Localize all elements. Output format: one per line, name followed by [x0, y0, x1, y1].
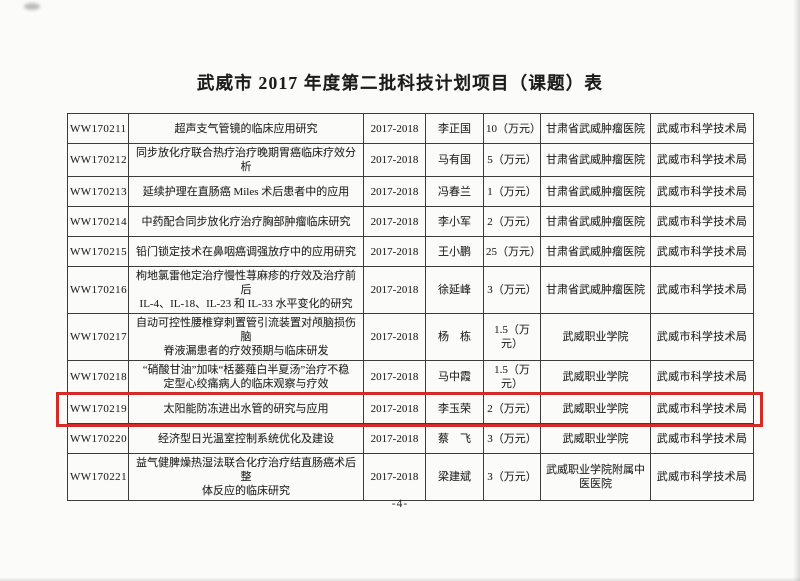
table-row: WW170219 太阳能防冻进出水管的研究与应用 2017-2018 李玉荣 2…: [67, 393, 754, 424]
cell-project-name: 自动可控性腰椎穿刺置管引流装置对颅脑损伤脑 脊液漏患者的疗效预期与临床研发: [128, 313, 364, 361]
cell-department: 武威市科学技术局: [650, 113, 754, 144]
table-row: WW170212 同步放化疗联合热疗治疗晚期胃癌临床疗效分析 2017-2018…: [67, 143, 754, 177]
cell-period: 2017-2018: [363, 113, 426, 144]
cell-project-name: 中药配合同步放化疗治疗胸部肿瘤临床研究: [128, 206, 364, 237]
cell-department: 武威市科学技术局: [650, 176, 754, 207]
cell-project-name: 铅门锁定技术在鼻咽癌调强放疗中的应用研究: [128, 236, 364, 267]
cell-project-id: WW170217: [67, 313, 129, 361]
cell-leader: 徐延峰: [425, 266, 484, 314]
cell-period: 2017-2018: [363, 266, 426, 314]
table-row: WW170217 自动可控性腰椎穿刺置管引流装置对颅脑损伤脑 脊液漏患者的疗效预…: [67, 313, 754, 361]
scan-artifact: [24, 3, 40, 10]
cell-project-id: WW170212: [67, 143, 129, 177]
cell-institution: 甘肃省武威肿瘤医院: [540, 113, 651, 144]
cell-project-id: WW170220: [67, 423, 129, 454]
cell-funds: 3（万元）: [483, 423, 541, 454]
cell-funds: 10（万元）: [483, 113, 541, 144]
cell-department: 武威市科学技术局: [650, 236, 754, 267]
cell-funds: 2（万元）: [483, 393, 541, 424]
cell-funds: 3（万元）: [483, 453, 541, 501]
cell-institution: 武威职业学院: [540, 423, 651, 454]
table-row: WW170216 枸地氯雷他定治疗慢性荨麻疹的疗效及治疗前后 IL-4、IL-1…: [67, 266, 754, 314]
cell-period: 2017-2018: [363, 176, 426, 207]
cell-leader: 冯春兰: [425, 176, 484, 207]
cell-leader: 李玉荣: [425, 393, 484, 424]
table-row: WW170221 益气健脾燥热湿法联合化疗治疗结直肠癌术后整 体反应的临床研究 …: [67, 453, 754, 501]
cell-institution: 甘肃省武威肿瘤医院: [540, 236, 651, 267]
cell-department: 武威市科学技术局: [650, 393, 754, 424]
cell-project-name: 枸地氯雷他定治疗慢性荨麻疹的疗效及治疗前后 IL-4、IL-18、IL-23 和…: [128, 266, 364, 314]
cell-institution: 甘肃省武威肿瘤医院: [540, 206, 651, 237]
table-row: WW170214 中药配合同步放化疗治疗胸部肿瘤临床研究 2017-2018 李…: [67, 206, 754, 237]
cell-institution: 武威职业学院: [540, 360, 651, 394]
cell-project-name: 同步放化疗联合热疗治疗晚期胃癌临床疗效分析: [128, 143, 364, 177]
projects-table: WW170211 超声支气管镜的临床应用研究 2017-2018 李正国 10（…: [67, 113, 754, 501]
cell-leader: 李正国: [425, 113, 484, 144]
cell-period: 2017-2018: [363, 453, 426, 501]
cell-department: 武威市科学技术局: [650, 360, 754, 394]
cell-department: 武威市科学技术局: [650, 143, 754, 177]
cell-leader: 梁建斌: [425, 453, 484, 501]
cell-funds: 1.5（万 元）: [483, 360, 541, 394]
cell-project-id: WW170213: [67, 176, 129, 207]
table-row: WW170213 延续护理在直肠癌 Miles 术后患者中的应用 2017-20…: [67, 176, 754, 207]
cell-project-id: WW170221: [67, 453, 129, 501]
cell-department: 武威市科学技术局: [650, 453, 754, 501]
cell-institution: 甘肃省武威肿瘤医院: [540, 266, 651, 314]
cell-leader: 李小军: [425, 206, 484, 237]
cell-period: 2017-2018: [363, 236, 426, 267]
cell-funds: 25（万元）: [483, 236, 541, 267]
cell-project-name: 超声支气管镜的临床应用研究: [128, 113, 364, 144]
cell-department: 武威市科学技术局: [650, 266, 754, 314]
cell-funds: 2（万元）: [483, 206, 541, 237]
cell-period: 2017-2018: [363, 143, 426, 177]
cell-project-name: “硝酸甘油”加味“栝蒌薤白半夏汤”治疗不稳 定型心绞痛病人的临床观察与疗效: [128, 360, 364, 394]
page-number: -4-: [391, 498, 409, 510]
cell-project-id: WW170215: [67, 236, 129, 267]
cell-leader: 杨 栋: [425, 313, 484, 361]
cell-project-id: WW170219: [67, 393, 129, 424]
cell-project-id: WW170216: [67, 266, 129, 314]
cell-funds: 3（万元）: [483, 266, 541, 314]
table-row: WW170215 铅门锁定技术在鼻咽癌调强放疗中的应用研究 2017-2018 …: [67, 236, 754, 267]
cell-leader: 王小鹏: [425, 236, 484, 267]
cell-period: 2017-2018: [363, 423, 426, 454]
cell-institution: 武威职业学院: [540, 393, 651, 424]
cell-funds: 1（万元）: [483, 176, 541, 207]
cell-funds: 5（万元）: [483, 143, 541, 177]
scan-edge-shadow-bottom: [0, 577, 800, 581]
table-row: WW170211 超声支气管镜的临床应用研究 2017-2018 李正国 10（…: [67, 113, 754, 144]
cell-project-name: 经济型日光温室控制系统优化及建设: [128, 423, 364, 454]
cell-funds: 1.5（万 元）: [483, 313, 541, 361]
table-body: WW170211 超声支气管镜的临床应用研究 2017-2018 李正国 10（…: [67, 113, 754, 501]
cell-department: 武威市科学技术局: [650, 313, 754, 361]
cell-period: 2017-2018: [363, 393, 426, 424]
cell-institution: 甘肃省武威肿瘤医院: [540, 143, 651, 177]
cell-period: 2017-2018: [363, 360, 426, 394]
cell-institution: 武威职业学院附属中 医医院: [540, 453, 651, 501]
table-row: WW170218 “硝酸甘油”加味“栝蒌薤白半夏汤”治疗不稳 定型心绞痛病人的临…: [67, 360, 754, 394]
scan-edge-shadow-right: [793, 0, 800, 581]
cell-project-name: 太阳能防冻进出水管的研究与应用: [128, 393, 364, 424]
cell-project-id: WW170218: [67, 360, 129, 394]
document-title: 武威市 2017 年度第二批科技计划项目（课题）表: [196, 73, 604, 93]
cell-project-name: 益气健脾燥热湿法联合化疗治疗结直肠癌术后整 体反应的临床研究: [128, 453, 364, 501]
cell-period: 2017-2018: [363, 313, 426, 361]
cell-project-name: 延续护理在直肠癌 Miles 术后患者中的应用: [128, 176, 364, 207]
table-row: WW170220 经济型日光温室控制系统优化及建设 2017-2018 蔡 飞 …: [67, 423, 754, 454]
cell-project-id: WW170211: [67, 113, 129, 144]
cell-leader: 马中霞: [425, 360, 484, 394]
cell-period: 2017-2018: [363, 206, 426, 237]
cell-department: 武威市科学技术局: [650, 423, 754, 454]
cell-leader: 蔡 飞: [425, 423, 484, 454]
cell-institution: 甘肃省武威肿瘤医院: [540, 176, 651, 207]
cell-institution: 武威职业学院: [540, 313, 651, 361]
cell-department: 武威市科学技术局: [650, 206, 754, 237]
cell-leader: 马有国: [425, 143, 484, 177]
cell-project-id: WW170214: [67, 206, 129, 237]
